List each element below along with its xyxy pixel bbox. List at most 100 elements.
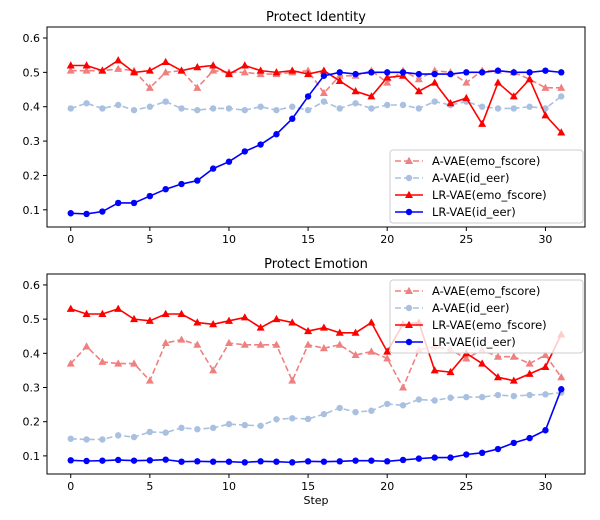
series-lr-vae-emo-fscore- [66,56,566,136]
data-point [99,436,106,443]
data-point [462,78,471,86]
data-point [526,434,533,442]
data-point [304,415,312,423]
data-point [257,103,264,110]
chart-title: Protect Identity [266,10,366,25]
data-point [288,66,297,74]
data-point [98,357,107,365]
data-point [83,436,90,443]
data-point [399,402,407,409]
data-point [431,70,438,78]
data-point [414,75,423,83]
data-point [82,309,91,317]
data-point [415,455,423,462]
legend-label: LR-VAE(id_eer) [432,205,516,219]
data-point [415,396,423,403]
data-point [478,359,487,367]
x-tick-label: 15 [301,233,315,246]
data-point [478,393,486,401]
data-point [336,404,343,412]
data-point [431,454,438,461]
data-point [368,69,375,76]
data-point [368,457,375,464]
data-point [145,83,154,91]
data-point [319,66,328,74]
data-point [494,67,502,74]
data-point [257,422,264,429]
data-point [161,309,170,317]
data-point [209,105,217,112]
data-point [542,427,549,434]
x-tick-label: 25 [459,480,473,493]
data-point [67,457,74,464]
data-point [525,75,534,83]
data-point [446,367,455,376]
data-point [193,83,202,91]
legend: A-VAE(emo_fscore) A-VAE(id_eer) LR-VAE(emo… [389,279,584,354]
x-tick-label: 0 [67,480,74,493]
data-point [510,69,517,76]
data-point [82,342,91,350]
data-point [541,111,550,119]
legend-marker [405,286,413,294]
data-point [66,61,75,69]
data-point [352,70,359,78]
data-point [98,309,107,317]
data-point [193,63,202,71]
data-point [209,366,218,374]
data-point [209,458,217,465]
data-point [352,408,359,416]
legend-label: LR-VAE(emo_fscore) [432,188,547,202]
chart-title: Protect Emotion [264,257,368,272]
data-point [493,352,502,360]
data-point [82,61,91,69]
data-point [241,459,248,466]
x-tick-label: 20 [380,233,394,246]
data-point [240,340,249,348]
data-point [304,326,313,335]
data-point [320,410,328,418]
data-point [209,61,218,69]
legend-box [389,149,584,224]
data-point [225,158,233,165]
data-point [447,70,454,78]
data-point [399,383,408,391]
legend-marker [405,338,413,346]
data-point [288,318,297,326]
data-point [67,435,74,442]
data-point [478,103,486,110]
data-point [240,68,249,76]
series-a-vae-id-eer- [67,93,565,114]
data-point [289,115,296,122]
data-point [525,369,534,377]
data-point [225,420,233,428]
data-point [240,61,249,69]
data-point [304,106,312,114]
data-point [510,105,517,112]
data-point [557,83,566,91]
data-point [82,66,91,74]
data-point [542,67,549,74]
data-point [431,397,438,404]
data-point [463,451,470,458]
data-point [430,78,439,86]
data-point [194,458,201,465]
data-point [66,66,75,74]
data-point [130,68,139,76]
data-point [256,66,265,74]
data-point [130,433,138,441]
axes-frame [46,273,586,475]
series-line [70,59,562,134]
y-tick-label: 0.2 [23,416,41,429]
data-point [256,340,265,348]
data-point [526,69,533,76]
data-point [83,210,90,218]
data-point [494,105,502,112]
data-point [352,100,359,107]
data-point [177,309,186,317]
data-point [447,454,454,461]
data-point [478,119,487,127]
data-point [130,359,139,367]
data-point [114,359,123,367]
x-tick-label: 10 [222,480,236,493]
